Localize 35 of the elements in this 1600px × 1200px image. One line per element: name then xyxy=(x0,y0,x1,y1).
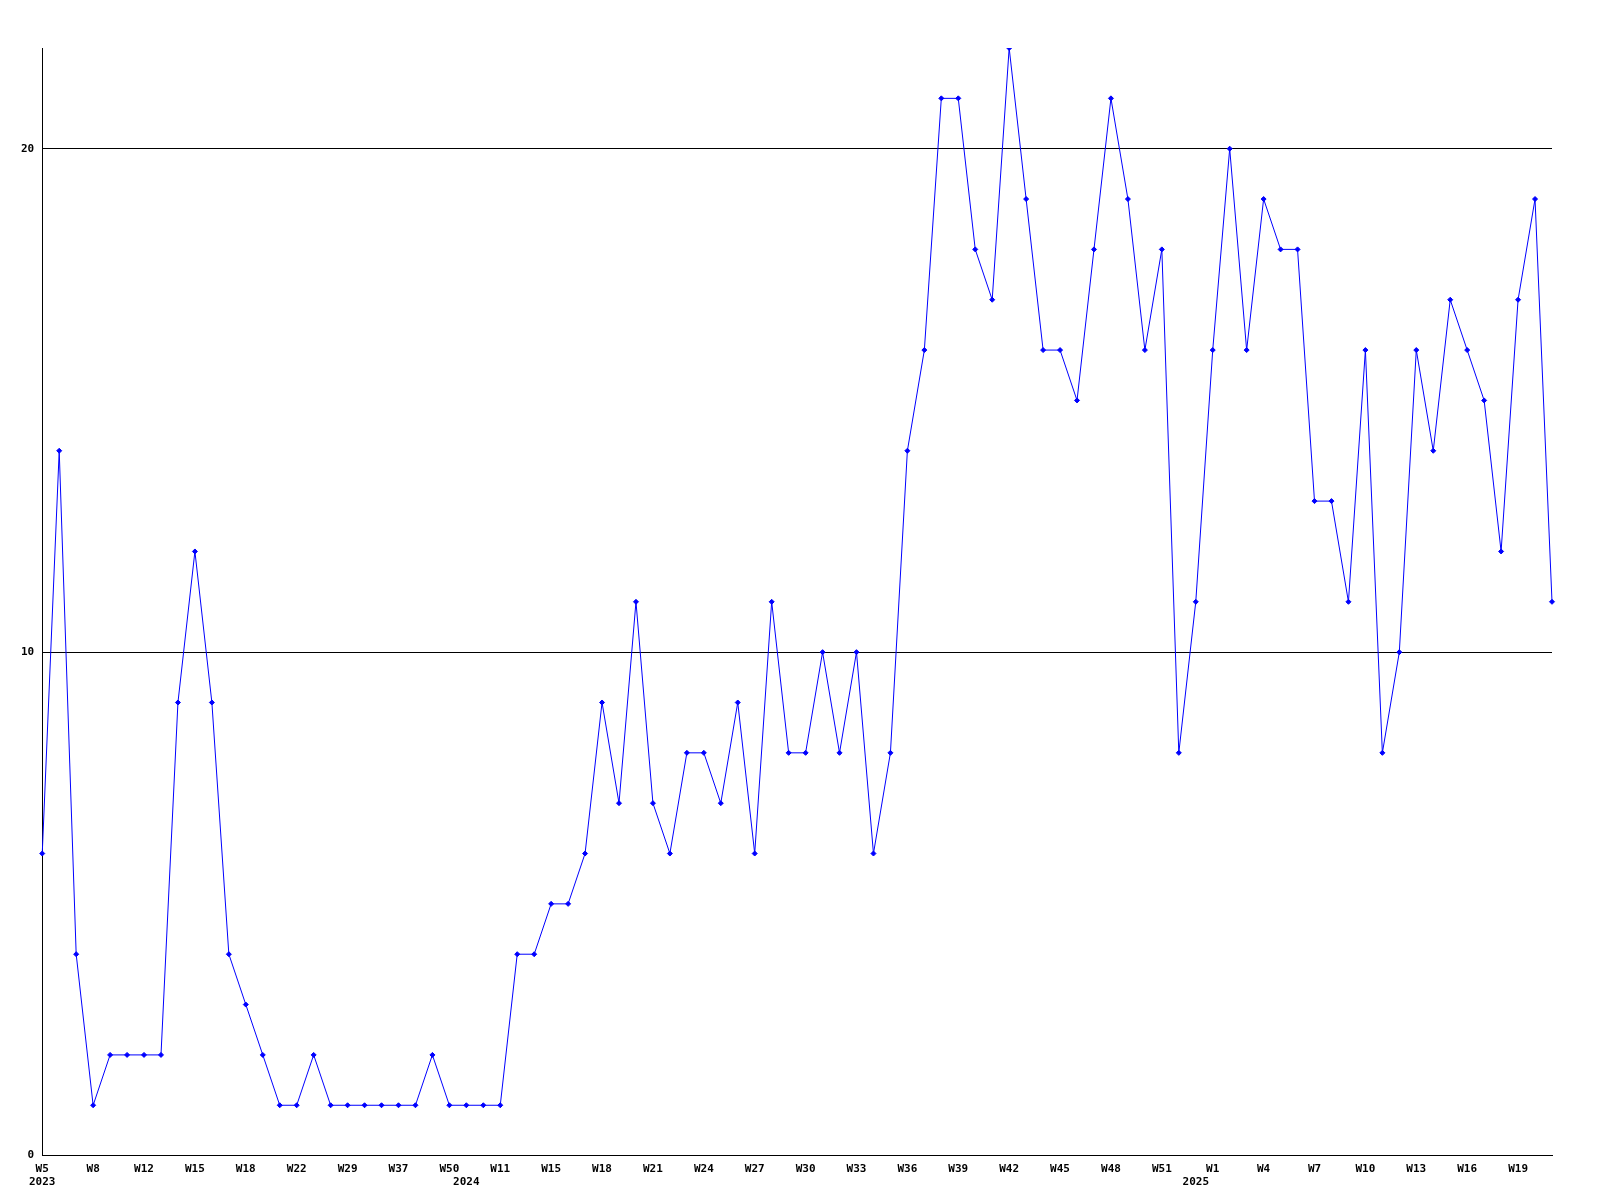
x-tick-label: W7 xyxy=(1307,1162,1322,1176)
x-tick-label: 2024 xyxy=(453,1175,480,1189)
x-tick-label: W50 xyxy=(439,1162,460,1176)
x-tick-label: 2025 xyxy=(1182,1175,1210,1189)
x-tick-label: W1 xyxy=(1206,1162,1220,1176)
x-tick-label: W13 xyxy=(1406,1162,1427,1176)
x-tick-label: W33 xyxy=(846,1162,867,1176)
x-tick-label: W27 xyxy=(744,1162,765,1176)
x-tick-label: W21 xyxy=(642,1162,664,1176)
x-tick-label: W37 xyxy=(388,1162,409,1176)
x-tick-label: W51 xyxy=(1151,1162,1173,1176)
x-tick-label: W18 xyxy=(592,1162,612,1176)
x-tick-label: W48 xyxy=(1101,1162,1121,1176)
y-tick-label: 0 xyxy=(27,1148,35,1162)
x-tick-label: W15 xyxy=(541,1162,562,1176)
x-tick-label: W5 2023 xyxy=(29,1162,56,1189)
x-tick-label: W19 xyxy=(1508,1162,1529,1176)
x-tick-label: W16 xyxy=(1457,1162,1478,1176)
x-tick-label: W22 xyxy=(286,1162,307,1176)
x-tick-label: W4 xyxy=(1256,1162,1271,1176)
x-tick-label: W45 xyxy=(1050,1162,1070,1176)
x-tick-label: W36 xyxy=(897,1162,918,1176)
x-tick-label: W24 xyxy=(693,1162,715,1176)
y-tick-label: 20 xyxy=(21,141,35,155)
x-tick-label: W10 xyxy=(1355,1162,1376,1176)
x-tick-label: W30 xyxy=(795,1162,816,1176)
x-tick-label: W12 xyxy=(134,1162,154,1176)
x-tick-label: W18 xyxy=(235,1162,256,1176)
x-tick-label: W42 xyxy=(999,1162,1020,1176)
x-tick-label: W29 xyxy=(337,1162,358,1176)
x-tick-label: W39 xyxy=(948,1162,969,1176)
x-tick-label: W15 xyxy=(184,1162,205,1176)
x-tick-label: W11 xyxy=(490,1162,511,1176)
x-tick-label: W8 xyxy=(86,1162,100,1176)
y-tick-label: 10 xyxy=(21,645,35,658)
